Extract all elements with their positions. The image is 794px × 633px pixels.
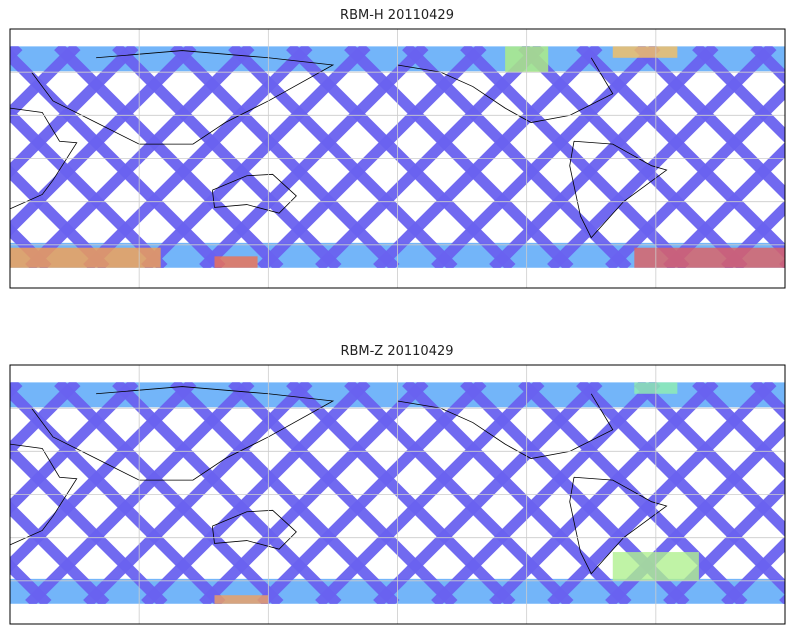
ascending-swath xyxy=(228,46,458,268)
ascending-swath xyxy=(286,46,516,268)
descending-swath xyxy=(25,46,255,268)
descending-swath xyxy=(83,46,313,268)
ascending-swath xyxy=(170,46,400,268)
coastline xyxy=(211,173,297,214)
map-title-rbm-z: RBM-Z 20110429 xyxy=(340,344,454,359)
ascending-swath xyxy=(692,46,785,144)
descending-swath xyxy=(373,382,603,604)
descending-swath xyxy=(315,46,545,268)
data-layer xyxy=(10,46,785,268)
high-flux-region xyxy=(634,247,785,268)
descending-swath xyxy=(257,382,487,604)
ascending-swath xyxy=(10,384,226,604)
descending-swath xyxy=(25,382,255,604)
ascending-swath xyxy=(460,46,690,268)
ascending-swath xyxy=(634,382,785,538)
ascending-swath xyxy=(54,382,284,604)
descending-swath xyxy=(199,382,429,604)
descending-swath xyxy=(141,46,371,268)
descending-swath xyxy=(663,478,785,604)
map-frame xyxy=(9,28,786,289)
ascending-swath xyxy=(170,382,400,604)
coastline xyxy=(9,107,78,210)
map-panel-rbm-z xyxy=(9,364,786,625)
descending-swath xyxy=(547,46,777,268)
descending-swath xyxy=(721,200,785,268)
coastline xyxy=(9,443,78,546)
ascending-swath xyxy=(344,46,574,268)
high-flux-region xyxy=(214,256,258,268)
high-flux-region xyxy=(612,46,678,58)
map-frame xyxy=(9,364,786,625)
map-panel-rbm-h xyxy=(9,28,786,289)
descending-swath xyxy=(721,536,785,604)
map-title-rbm-h: RBM-H 20110429 xyxy=(340,8,454,23)
descending-swath xyxy=(315,382,545,604)
descending-swath xyxy=(373,46,603,268)
high-flux-region xyxy=(214,595,269,604)
ascending-swath xyxy=(692,382,785,480)
ascending-swath xyxy=(228,382,458,604)
ascending-swath xyxy=(634,46,785,202)
ascending-swath xyxy=(10,48,226,268)
descending-swath xyxy=(257,46,487,268)
descending-swath xyxy=(663,142,785,268)
ascending-swath xyxy=(54,46,284,268)
ascending-swath xyxy=(344,382,574,604)
ascending-swath xyxy=(112,382,342,604)
ascending-swath xyxy=(286,382,516,604)
descending-swath xyxy=(431,46,661,268)
high-flux-region xyxy=(10,247,161,268)
coastline xyxy=(211,509,297,550)
ascending-swath xyxy=(112,46,342,268)
descending-swath xyxy=(83,382,313,604)
descending-swath xyxy=(141,382,371,604)
data-layer xyxy=(10,382,785,604)
descending-swath xyxy=(199,46,429,268)
descending-swath xyxy=(605,84,785,268)
ascending-swath xyxy=(518,46,748,268)
